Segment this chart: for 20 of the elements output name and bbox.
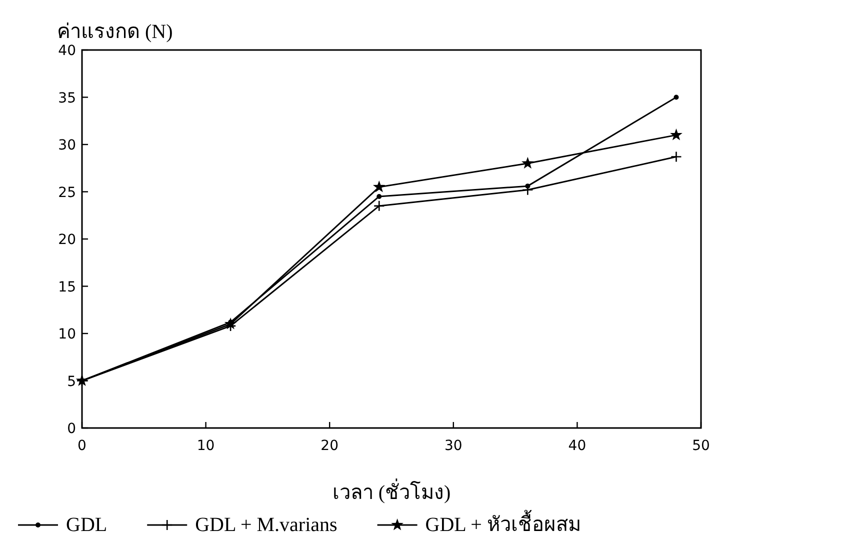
- x-tick-label: 0: [78, 438, 86, 454]
- x-tick-label: 40: [568, 438, 586, 454]
- y-tick-label: 30: [58, 138, 76, 154]
- y-tick-label: 5: [67, 374, 76, 390]
- x-tick-label: 30: [444, 438, 462, 454]
- y-tick-label: 25: [58, 184, 76, 201]
- x-tick-label: 20: [320, 438, 339, 454]
- legend-label: GDL + M.varians: [195, 514, 338, 536]
- y-tick-label: 15: [58, 279, 76, 296]
- y-axis-title: ค่าแรงกด (N): [57, 21, 173, 43]
- y-tick-label: 0: [67, 421, 76, 437]
- y-tick-label: 10: [58, 326, 76, 342]
- y-tick-label: 35: [58, 90, 76, 106]
- y-tick-label: 40: [58, 43, 76, 59]
- x-axis-title: เวลา (ชั่วโมง): [332, 478, 451, 504]
- y-tick-label: 20: [58, 232, 76, 248]
- legend-label: GDL: [66, 514, 108, 536]
- legend-label: GDL + หัวเชื้อผสม: [425, 510, 581, 536]
- x-tick-label: 50: [692, 438, 710, 454]
- x-tick-label: 10: [196, 438, 215, 454]
